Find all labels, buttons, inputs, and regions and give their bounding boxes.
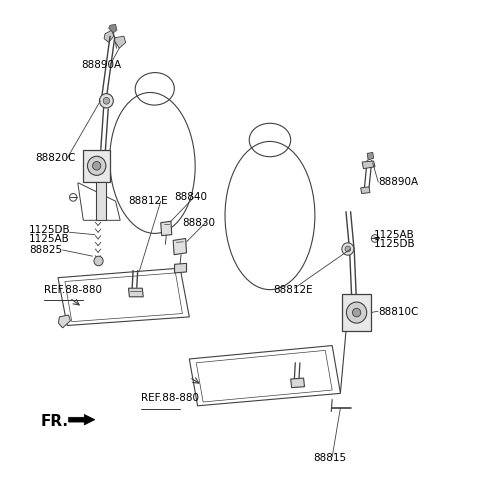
Bar — [342, 294, 371, 331]
Text: 1125DB: 1125DB — [29, 225, 71, 235]
Text: 1125AB: 1125AB — [373, 230, 414, 240]
Polygon shape — [69, 414, 95, 425]
Polygon shape — [173, 239, 187, 255]
Polygon shape — [367, 152, 373, 160]
Circle shape — [347, 302, 367, 323]
Text: 88825: 88825 — [29, 245, 62, 255]
Text: 88890A: 88890A — [81, 60, 121, 70]
Polygon shape — [175, 263, 187, 273]
Polygon shape — [362, 161, 375, 169]
Text: 88830: 88830 — [182, 218, 216, 228]
Polygon shape — [129, 288, 143, 297]
Text: REF.88-880: REF.88-880 — [141, 393, 199, 403]
Text: 88810C: 88810C — [378, 307, 419, 317]
Circle shape — [342, 243, 354, 255]
Polygon shape — [108, 24, 117, 33]
Text: FR.: FR. — [41, 414, 69, 429]
Bar — [96, 182, 107, 220]
Circle shape — [93, 161, 101, 170]
Polygon shape — [59, 315, 71, 328]
Bar — [84, 149, 110, 182]
Circle shape — [103, 98, 109, 104]
Text: 1125AB: 1125AB — [29, 235, 70, 245]
Circle shape — [345, 246, 350, 252]
Circle shape — [87, 156, 106, 175]
Circle shape — [372, 235, 379, 243]
Text: 88820C: 88820C — [35, 153, 75, 163]
Text: 88890A: 88890A — [378, 177, 419, 187]
Text: 88812E: 88812E — [273, 285, 313, 295]
Polygon shape — [161, 221, 172, 236]
Circle shape — [70, 194, 77, 201]
Circle shape — [94, 256, 103, 266]
Text: 88815: 88815 — [314, 453, 347, 464]
Polygon shape — [115, 36, 126, 48]
Text: 88840: 88840 — [175, 192, 207, 202]
Polygon shape — [104, 30, 114, 42]
Text: 1125DB: 1125DB — [373, 239, 415, 249]
Circle shape — [352, 308, 361, 317]
Polygon shape — [291, 378, 304, 387]
Text: REF.88-880: REF.88-880 — [44, 285, 102, 295]
Circle shape — [99, 94, 113, 108]
Text: 88812E: 88812E — [129, 196, 168, 206]
Polygon shape — [361, 187, 370, 194]
